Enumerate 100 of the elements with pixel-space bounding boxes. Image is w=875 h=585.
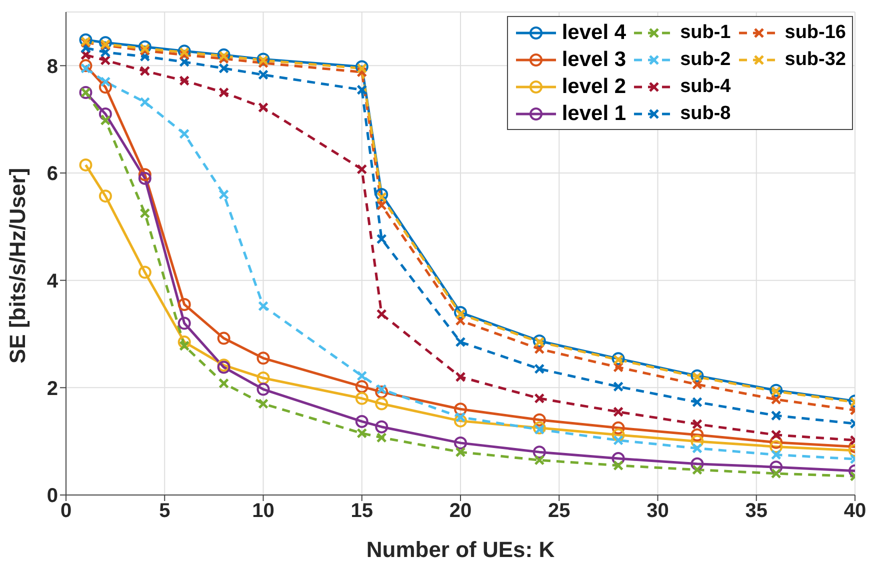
point bbox=[140, 96, 150, 108]
point bbox=[376, 432, 387, 443]
point bbox=[218, 189, 230, 200]
point bbox=[690, 434, 704, 448]
point bbox=[98, 190, 112, 203]
point bbox=[690, 428, 704, 442]
x-tick-label: 5 bbox=[159, 500, 170, 522]
x-tick-label: 40 bbox=[844, 500, 866, 522]
point bbox=[692, 464, 702, 476]
point bbox=[454, 414, 467, 428]
point bbox=[98, 80, 112, 94]
point bbox=[770, 436, 783, 449]
point bbox=[770, 450, 782, 460]
point bbox=[455, 308, 466, 320]
point bbox=[80, 63, 91, 74]
y-tick-label: 0 bbox=[46, 485, 58, 508]
point bbox=[532, 334, 546, 348]
point bbox=[376, 234, 387, 244]
point bbox=[256, 352, 270, 365]
point bbox=[355, 380, 368, 394]
point bbox=[532, 446, 546, 459]
point bbox=[455, 372, 466, 382]
point bbox=[534, 393, 545, 404]
point bbox=[179, 75, 190, 86]
point bbox=[140, 66, 150, 76]
point bbox=[178, 44, 191, 58]
point bbox=[258, 398, 268, 410]
point bbox=[376, 192, 387, 202]
legend-label: sub-2 bbox=[680, 48, 731, 70]
point bbox=[258, 70, 268, 80]
point bbox=[178, 298, 191, 311]
point bbox=[534, 336, 545, 348]
point bbox=[138, 40, 152, 54]
point bbox=[375, 397, 388, 410]
legend-label: level 3 bbox=[562, 48, 626, 72]
point bbox=[218, 87, 230, 98]
point bbox=[79, 33, 92, 46]
point bbox=[376, 200, 387, 210]
point bbox=[534, 454, 545, 466]
point bbox=[138, 172, 152, 185]
x-tick-label: 25 bbox=[548, 500, 570, 522]
point bbox=[612, 452, 625, 466]
legend-label: level 2 bbox=[562, 74, 626, 98]
point bbox=[455, 412, 466, 422]
point bbox=[375, 385, 388, 398]
point bbox=[217, 48, 230, 62]
x-tick-label: 10 bbox=[252, 500, 274, 522]
x-tick-label: 30 bbox=[646, 500, 669, 522]
point bbox=[178, 316, 191, 330]
point bbox=[690, 369, 704, 382]
point bbox=[100, 76, 111, 88]
point bbox=[256, 52, 270, 66]
point bbox=[356, 84, 368, 96]
point bbox=[690, 457, 704, 470]
point bbox=[613, 381, 624, 392]
point bbox=[455, 336, 466, 348]
point bbox=[218, 63, 230, 74]
point bbox=[217, 332, 230, 345]
point bbox=[770, 430, 782, 440]
point bbox=[98, 36, 112, 50]
x-tick-label: 20 bbox=[449, 500, 472, 522]
point bbox=[534, 424, 545, 435]
point bbox=[100, 55, 111, 66]
point bbox=[218, 50, 230, 62]
point bbox=[612, 421, 625, 434]
point bbox=[613, 406, 624, 418]
point bbox=[770, 394, 782, 405]
point bbox=[532, 413, 546, 426]
point bbox=[376, 308, 387, 320]
point bbox=[532, 421, 546, 434]
point bbox=[692, 396, 702, 408]
point bbox=[258, 102, 268, 113]
point bbox=[770, 460, 783, 474]
point bbox=[455, 446, 466, 458]
legend-label: sub-16 bbox=[784, 22, 846, 44]
y-tick-label: 6 bbox=[46, 163, 58, 186]
point bbox=[770, 386, 782, 397]
point bbox=[355, 392, 368, 405]
point bbox=[98, 107, 112, 120]
point bbox=[178, 336, 191, 349]
point bbox=[179, 128, 190, 140]
point bbox=[258, 300, 268, 312]
point bbox=[692, 418, 702, 430]
point bbox=[355, 414, 368, 428]
point bbox=[534, 364, 545, 374]
y-axis-title: SE [bits/s/Hz/User] bbox=[4, 168, 30, 364]
point bbox=[375, 188, 388, 201]
point bbox=[355, 60, 368, 74]
point bbox=[612, 428, 625, 442]
legend-label: sub-4 bbox=[680, 76, 731, 98]
x-axis-title: Number of UEs: K bbox=[366, 537, 555, 562]
point bbox=[79, 158, 92, 172]
point bbox=[356, 370, 368, 382]
point bbox=[256, 372, 270, 385]
point bbox=[454, 436, 467, 450]
point bbox=[356, 428, 368, 439]
point bbox=[356, 63, 368, 74]
legend-label: sub-32 bbox=[784, 48, 846, 70]
point bbox=[140, 208, 150, 218]
y-tick-label: 4 bbox=[46, 270, 59, 292]
